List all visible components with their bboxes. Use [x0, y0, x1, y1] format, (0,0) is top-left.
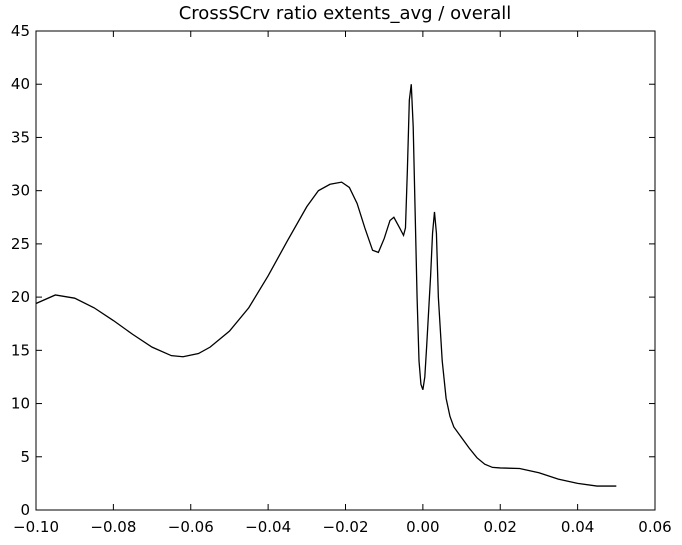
line-series [35, 84, 617, 487]
y-tick-label: 20 [11, 288, 30, 306]
x-tick-label: 0.00 [406, 518, 439, 536]
y-tick-label: 35 [11, 128, 30, 146]
y-tick-label: 5 [20, 448, 30, 466]
x-tick-label: −0.10 [13, 518, 59, 536]
x-tick-label: −0.02 [323, 518, 369, 536]
x-tick-label: −0.04 [245, 518, 291, 536]
x-tick-label: 0.04 [561, 518, 594, 536]
y-tick-label: 10 [11, 395, 30, 413]
y-tick-label: 40 [11, 75, 30, 93]
y-tick-label: 25 [11, 235, 30, 253]
y-tick-label: 45 [11, 22, 30, 40]
plot-frame [35, 30, 656, 511]
x-tick-label: −0.06 [168, 518, 214, 536]
x-tick-label: 0.02 [484, 518, 517, 536]
x-tick-label: 0.06 [638, 518, 671, 536]
y-tick-label: 15 [11, 341, 30, 359]
chart-title: CrossSCrv ratio extents_avg / overall [179, 3, 512, 24]
x-tick-label: −0.08 [90, 518, 136, 536]
y-tick-label: 30 [11, 182, 30, 200]
y-tick-label: 0 [20, 501, 30, 519]
